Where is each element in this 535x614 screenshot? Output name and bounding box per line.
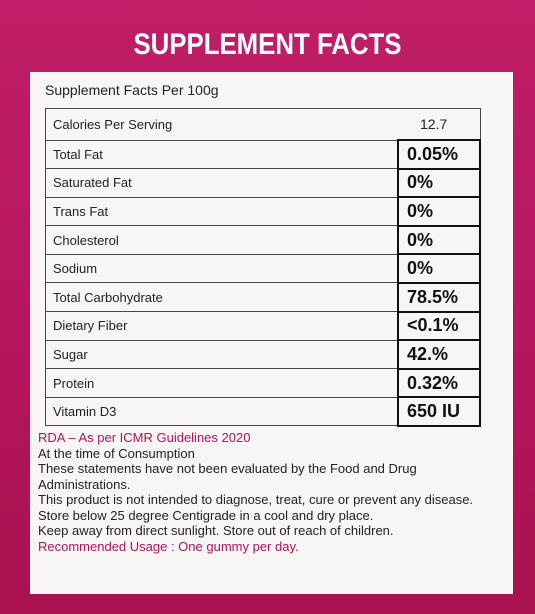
nutrient-value: 650 IU [397, 396, 481, 427]
nutrient-label: Sodium [45, 253, 399, 284]
nutrient-label: Cholesterol [45, 225, 399, 255]
nutrient-value: 0% [397, 196, 481, 227]
nutrient-value: <0.1% [397, 310, 481, 342]
storage-note: Store below 25 degree Centigrade in a co… [38, 507, 374, 523]
consumption-note: At the time of Consumption [38, 445, 195, 461]
table-row: Sugar 42.% [45, 339, 481, 370]
page-title: SUPPLEMENT FACTS [133, 28, 402, 61]
nutrient-label: Dietary Fiber [45, 311, 399, 341]
calories-label: Calories Per Serving [45, 108, 398, 141]
nutrient-value: 0% [397, 253, 481, 284]
table-row: Saturated Fat 0% [45, 167, 481, 199]
nutrient-value: 0.32% [397, 367, 481, 399]
table-row: Total Fat 0.05% [45, 139, 481, 170]
fda-note: These statements have not been evaluated… [38, 461, 417, 492]
nutrient-value: 0% [397, 167, 481, 199]
nutrient-value: 78.5% [397, 281, 481, 313]
table-row: Vitamin D3 650 IU [45, 396, 481, 427]
table-row: Calories Per Serving 12.7 [45, 108, 481, 141]
table-row: Trans Fat 0% [45, 196, 481, 227]
nutrient-label: Protein [45, 368, 399, 398]
nutrient-label: Total Carbohydrate [45, 282, 399, 313]
per-100g-heading: Supplement Facts Per 100g [45, 82, 219, 98]
nutrient-value: 0.05% [397, 139, 481, 170]
facts-table: Calories Per Serving 12.7 Total Fat 0.05… [45, 108, 481, 427]
facts-panel: Supplement Facts Per 100g Calories Per S… [30, 72, 513, 594]
nutrient-value: 42.% [397, 339, 481, 370]
table-row: Protein 0.32% [45, 367, 481, 399]
nutrient-label: Total Fat [45, 139, 399, 170]
rda-note: RDA – As per ICMR Guidelines 2020 [38, 430, 251, 445]
nutrient-label: Trans Fat [45, 196, 399, 227]
nutrient-label: Saturated Fat [45, 168, 399, 198]
keep-away-note: Keep away from direct sunlight. Store ou… [38, 523, 394, 538]
nutrient-label: Sugar [45, 339, 399, 370]
table-row: Total Carbohydrate 78.5% [45, 281, 481, 313]
usage-note: Recommended Usage : One gummy per day. [38, 538, 299, 554]
table-row: Dietary Fiber <0.1% [45, 310, 481, 342]
table-row: Cholesterol 0% [45, 224, 481, 256]
table-row: Sodium 0% [45, 253, 481, 284]
calories-value: 12.7 [398, 108, 481, 141]
disclaimer-note: This product is not intended to diagnose… [38, 492, 474, 507]
nutrient-value: 0% [397, 224, 481, 256]
notes-section: RDA – As per ICMR Guidelines 2020 At the… [38, 430, 508, 554]
nutrient-label: Vitamin D3 [45, 396, 399, 427]
